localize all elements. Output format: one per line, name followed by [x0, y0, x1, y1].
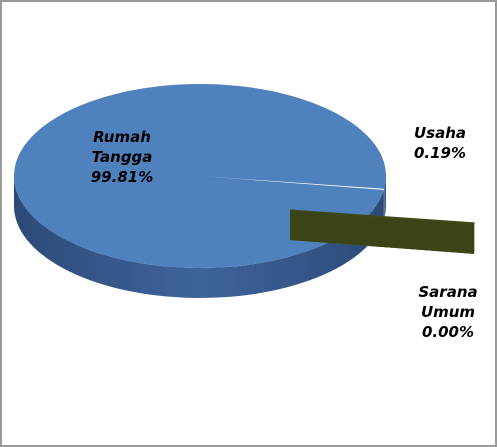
label-value: 0.00% — [421, 323, 475, 341]
label-name: Sarana Umum — [418, 283, 478, 321]
label-value: 0.19% — [413, 144, 467, 162]
slice — [289, 209, 475, 254]
data-label: Usaha 0.19% — [401, 123, 479, 163]
slice — [13, 84, 386, 298]
slice-side — [14, 176, 384, 298]
slice-wall — [290, 210, 474, 254]
label-name: Usaha — [413, 124, 467, 142]
slice-side — [384, 176, 386, 219]
slice-top — [289, 209, 475, 225]
data-label: Sarana Umum 0.00% — [409, 282, 487, 342]
label-value: 99.81% — [90, 168, 154, 186]
label-name: Rumah Tangga — [91, 128, 153, 166]
data-label: Rumah Tangga 99.81% — [83, 127, 161, 187]
